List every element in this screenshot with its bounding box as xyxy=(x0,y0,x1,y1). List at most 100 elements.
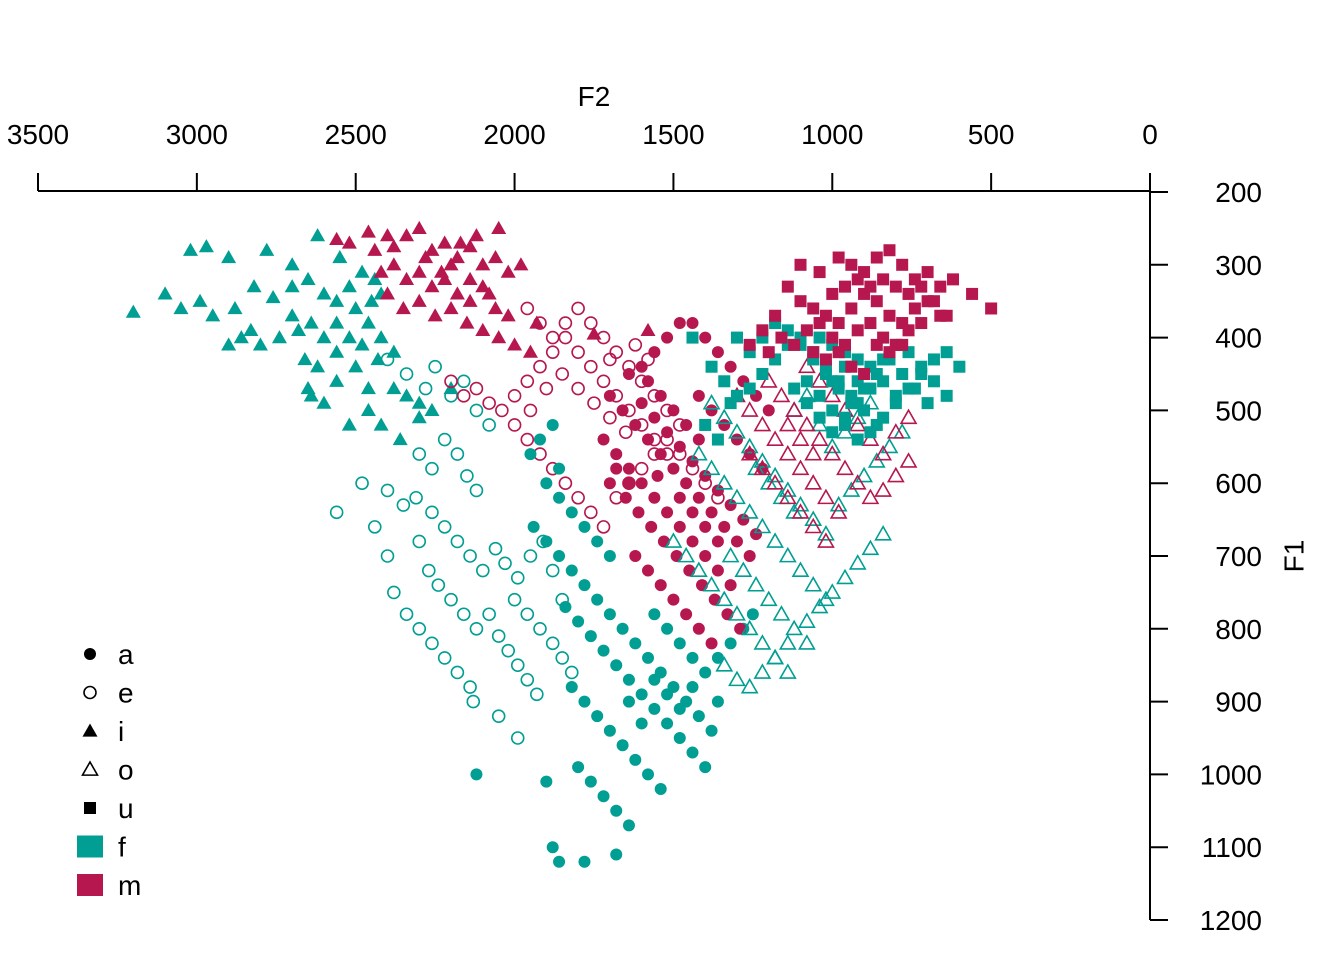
data-point xyxy=(864,426,877,439)
data-point xyxy=(648,346,661,359)
y-tick-label: 200 xyxy=(1215,177,1262,208)
data-point xyxy=(728,670,746,687)
data-point xyxy=(332,250,348,264)
data-point xyxy=(711,535,724,548)
data-point xyxy=(692,622,705,635)
y-ticks: 200 300 400 500 600 700 800 900 1000 1100 1200 xyxy=(1150,177,1262,936)
data-point xyxy=(785,401,804,417)
data-point xyxy=(807,346,820,359)
data-point xyxy=(778,663,797,679)
legend-label: u xyxy=(118,793,134,824)
data-point xyxy=(192,293,208,307)
data-point xyxy=(730,433,743,446)
data-point xyxy=(756,324,769,337)
data-point xyxy=(686,317,699,330)
data-point xyxy=(747,576,765,592)
data-point xyxy=(523,549,538,563)
data-point xyxy=(524,448,537,461)
data-point xyxy=(845,258,858,271)
data-point xyxy=(851,324,864,337)
data-point xyxy=(640,322,656,336)
data-point xyxy=(553,855,566,868)
data-point xyxy=(699,418,712,431)
data-point xyxy=(297,351,313,366)
data-point xyxy=(399,367,414,381)
data-point xyxy=(555,367,570,381)
data-point xyxy=(310,228,326,242)
data-point xyxy=(753,663,772,679)
data-point xyxy=(622,673,635,686)
y-tick-label: 900 xyxy=(1215,687,1262,718)
data-point xyxy=(667,404,680,417)
data-point xyxy=(889,280,902,293)
data-point xyxy=(728,488,746,505)
data-point xyxy=(730,535,743,548)
data-point xyxy=(851,273,864,286)
data-point xyxy=(341,279,357,293)
data-point xyxy=(927,295,940,308)
data-point xyxy=(711,346,724,359)
data-point xyxy=(642,375,655,388)
data-point xyxy=(427,308,443,322)
data-point xyxy=(360,315,376,329)
data-point xyxy=(642,651,655,664)
data-point xyxy=(692,389,705,402)
data-point xyxy=(966,287,979,300)
data-point xyxy=(462,271,478,285)
data-point xyxy=(495,403,509,418)
points-layer xyxy=(125,220,998,868)
data-point xyxy=(507,337,523,351)
data-point xyxy=(883,309,896,322)
data-point xyxy=(553,462,566,475)
data-point xyxy=(766,430,784,446)
data-point xyxy=(597,790,610,803)
data-point xyxy=(520,672,535,687)
data-point xyxy=(794,295,807,308)
data-point xyxy=(425,505,439,520)
data-point xyxy=(303,315,319,329)
data-point xyxy=(762,404,775,417)
data-point xyxy=(728,605,746,621)
data-point xyxy=(300,271,316,285)
data-point xyxy=(437,432,452,447)
data-point xyxy=(587,396,601,410)
data-point xyxy=(718,520,731,533)
data-point xyxy=(619,491,632,504)
data-point xyxy=(823,386,842,403)
data-point xyxy=(510,658,525,673)
data-point xyxy=(778,415,797,432)
data-point xyxy=(291,322,307,336)
data-point xyxy=(829,503,848,519)
y-tick-label: 800 xyxy=(1215,614,1262,645)
data-point xyxy=(125,304,141,318)
data-point xyxy=(670,550,683,562)
data-point xyxy=(813,389,826,402)
data-point xyxy=(635,717,648,730)
data-point xyxy=(683,564,696,577)
data-point xyxy=(702,459,721,476)
data-point xyxy=(673,732,686,744)
data-point xyxy=(572,761,585,774)
data-point xyxy=(469,483,484,498)
data-point xyxy=(616,404,629,417)
data-point xyxy=(902,382,915,395)
data-point xyxy=(584,316,598,330)
data-point xyxy=(724,499,737,512)
data-point xyxy=(540,535,553,548)
legend-symbol-a xyxy=(84,648,96,660)
data-point xyxy=(797,612,816,628)
data-point xyxy=(522,344,538,358)
data-point xyxy=(491,330,507,344)
data-point xyxy=(778,488,797,505)
data-point xyxy=(341,330,357,344)
data-point xyxy=(632,506,645,519)
y-tick-label: 400 xyxy=(1215,323,1262,354)
data-point xyxy=(953,360,966,373)
data-point xyxy=(711,695,724,708)
data-point xyxy=(565,506,578,519)
data-point xyxy=(591,710,604,723)
data-point xyxy=(530,687,544,702)
data-point xyxy=(469,621,484,636)
data-point xyxy=(753,459,772,476)
data-point xyxy=(705,506,718,519)
